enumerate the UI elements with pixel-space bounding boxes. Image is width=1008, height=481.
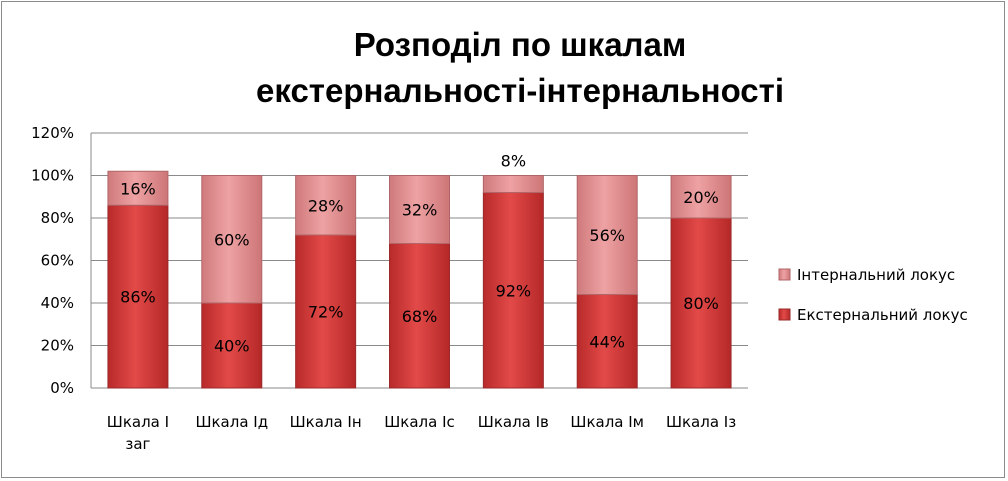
x-tick-label: заг: [125, 435, 150, 453]
bar-segment: [389, 243, 450, 389]
bar-segment: [295, 234, 357, 389]
data-label: 28%: [308, 196, 344, 215]
y-tick-label: 40%: [41, 294, 74, 312]
legend-swatch: [778, 308, 791, 321]
bar-segment: [201, 175, 263, 304]
data-label: 72%: [308, 303, 344, 322]
chart-title-line-2: екстернальності-інтернальності: [256, 72, 784, 109]
data-label: 32%: [402, 201, 438, 220]
y-tick-label: 100%: [31, 167, 74, 185]
legend: Інтернальний локус Екстернальний локус: [778, 266, 968, 324]
chart-title-line-1: Розподіл по шкалам: [353, 26, 687, 63]
data-label: 56%: [589, 226, 625, 245]
x-axis: Шкала І заг Шкала Ід Шкала Ін Шкала Іс Шкала …: [107, 413, 736, 453]
x-tick-label: Шкала Ів: [478, 413, 549, 431]
data-label: 68%: [402, 307, 438, 326]
bars: [107, 170, 732, 389]
bar-segment: [670, 175, 732, 219]
legend-label: Інтернальний локус: [797, 266, 955, 284]
x-tick-label: Шкала Ід: [195, 413, 268, 431]
bar-segment: [482, 175, 544, 193]
x-tick-label: Шкала Іс: [384, 413, 455, 431]
bar-segment: [201, 302, 263, 389]
x-tick-label: Шкала Ім: [570, 413, 644, 431]
bar-segment: [107, 204, 169, 389]
legend-swatch: [778, 268, 791, 281]
legend-label: Екстернальний локус: [797, 306, 968, 324]
x-tick-label: Шкала Із: [666, 413, 736, 431]
data-label: 86%: [120, 288, 156, 307]
y-tick-label: 80%: [41, 209, 74, 227]
y-tick-label: 20%: [41, 337, 74, 355]
data-label: 8%: [501, 152, 526, 171]
bar-segment: [482, 192, 544, 389]
data-label: 60%: [214, 230, 250, 249]
y-tick-label: 120%: [31, 124, 74, 142]
y-tick-label: 0%: [50, 379, 74, 397]
chart-title: Розподіл по шкалам екстернальності-інтер…: [200, 22, 840, 114]
bar-segment: [295, 175, 357, 236]
x-tick-label: Шкала Ін: [290, 413, 362, 431]
data-label: 40%: [214, 337, 250, 356]
bar-segment: [576, 175, 638, 295]
bar-segment: [670, 217, 732, 389]
y-tick-label: 60%: [41, 252, 74, 270]
data-label: 80%: [683, 294, 719, 313]
bar-segment: [389, 175, 450, 244]
data-label: 44%: [589, 332, 625, 351]
data-label: 16%: [120, 179, 156, 198]
data-labels: 86% 16% 40% 60% 72% 28% 68% 32% 92% 8% 44% 56% 80% 20…: [120, 152, 719, 356]
x-tick-label: Шкала І: [107, 413, 169, 431]
y-axis: 0% 20% 40% 60% 80% 100% 120%: [31, 124, 92, 397]
bar-segment: [107, 170, 169, 206]
data-label: 20%: [683, 188, 719, 207]
data-label: 92%: [496, 281, 532, 300]
